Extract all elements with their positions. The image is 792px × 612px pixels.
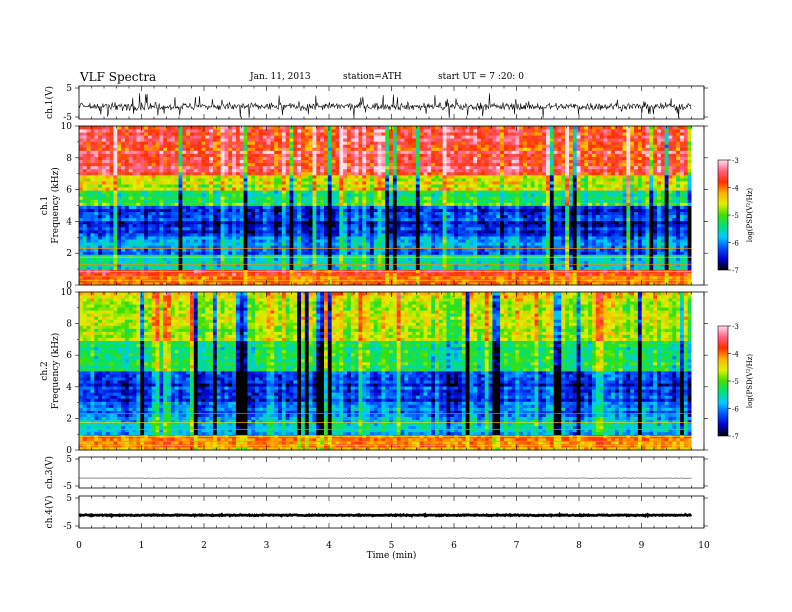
y-tick-label: 5: [66, 494, 72, 504]
x-tick-label: 3: [264, 541, 270, 551]
y-tick-label: -5: [63, 522, 72, 532]
ch1-colorbar: [717, 159, 729, 271]
x-tick-label: 4: [326, 541, 332, 551]
colorbar-tick-label: -5: [732, 212, 739, 220]
x-tick-label: 1: [139, 541, 145, 551]
ch2-spectrogram: [79, 292, 704, 451]
y-tick-label: 8: [66, 320, 72, 330]
colorbar-tick-label: -3: [732, 157, 739, 165]
colorbar-tick-label: -4: [732, 185, 739, 193]
colorbar-tick-label: -6: [732, 240, 739, 248]
colorbar-tick-label: -7: [732, 433, 739, 441]
y-tick-label: 10: [61, 288, 73, 298]
ch4-waveform-line: [78, 511, 693, 519]
x-tick-label: 5: [389, 541, 395, 551]
y-tick-label: 6: [66, 186, 72, 196]
y-tick-label: 8: [66, 154, 72, 164]
ch3-waveform-line: [79, 477, 692, 479]
x-axis-label: Time (min): [367, 550, 417, 561]
header-start-time: start UT = 7 :20: 0: [438, 72, 524, 82]
colorbar-tick-label: -7: [732, 267, 739, 275]
y-tick-label: -5: [63, 482, 72, 492]
y-tick-label: 5: [66, 455, 72, 465]
y-tick-label: 2: [66, 414, 72, 424]
colorbar-tick-label: -4: [732, 351, 739, 359]
colorbar-tick-label: -3: [732, 323, 739, 331]
y-tick-label: 5: [66, 84, 72, 94]
y-tick-label: 4: [66, 383, 72, 393]
ch1-waveform-line: [78, 93, 692, 119]
ch1-colorbar-label: log(PSD(V²/Hz): [746, 188, 754, 243]
ch1-waveform-ylabel: ch.1(V): [44, 86, 55, 119]
ch4-waveform-ylabel: ch.4(V): [44, 496, 55, 529]
y-tick-label: 2: [66, 249, 72, 259]
x-tick-label: 6: [451, 541, 457, 551]
figure-title: VLF Spectra: [80, 70, 157, 84]
y-tick-label: -5: [63, 113, 72, 123]
header-date: Jan. 11, 2013: [250, 72, 311, 82]
ch2-spectrogram-channel-label: ch.2: [40, 361, 50, 380]
x-tick-label: 0: [76, 541, 82, 551]
x-tick-label: 10: [698, 541, 710, 551]
ch2-colorbar: [717, 325, 729, 437]
ch3-waveform-ylabel: ch.3(V): [44, 456, 55, 489]
y-tick-label: 10: [61, 122, 73, 132]
x-tick-label: 7: [514, 541, 520, 551]
y-tick-label: 0: [66, 446, 72, 456]
header-station: station=ATH: [343, 72, 402, 82]
x-tick-label: 8: [576, 541, 582, 551]
ch2-colorbar-label: log(PSD(V²/Hz): [746, 354, 754, 409]
x-tick-label: 9: [639, 541, 645, 551]
y-tick-label: 0: [66, 281, 72, 291]
x-tick-label: 2: [201, 541, 207, 551]
ch1-spectrogram-ylabel: Frequency (kHz): [50, 167, 61, 244]
colorbar-tick-label: -6: [732, 406, 739, 414]
colorbar-tick-label: -5: [732, 378, 739, 386]
y-tick-label: 6: [66, 351, 72, 361]
ch2-spectrogram-ylabel: Frequency (kHz): [50, 333, 61, 410]
ch1-spectrogram-channel-label: ch.1: [40, 196, 50, 215]
ch1-spectrogram: [79, 126, 704, 286]
y-tick-label: 4: [66, 217, 72, 227]
